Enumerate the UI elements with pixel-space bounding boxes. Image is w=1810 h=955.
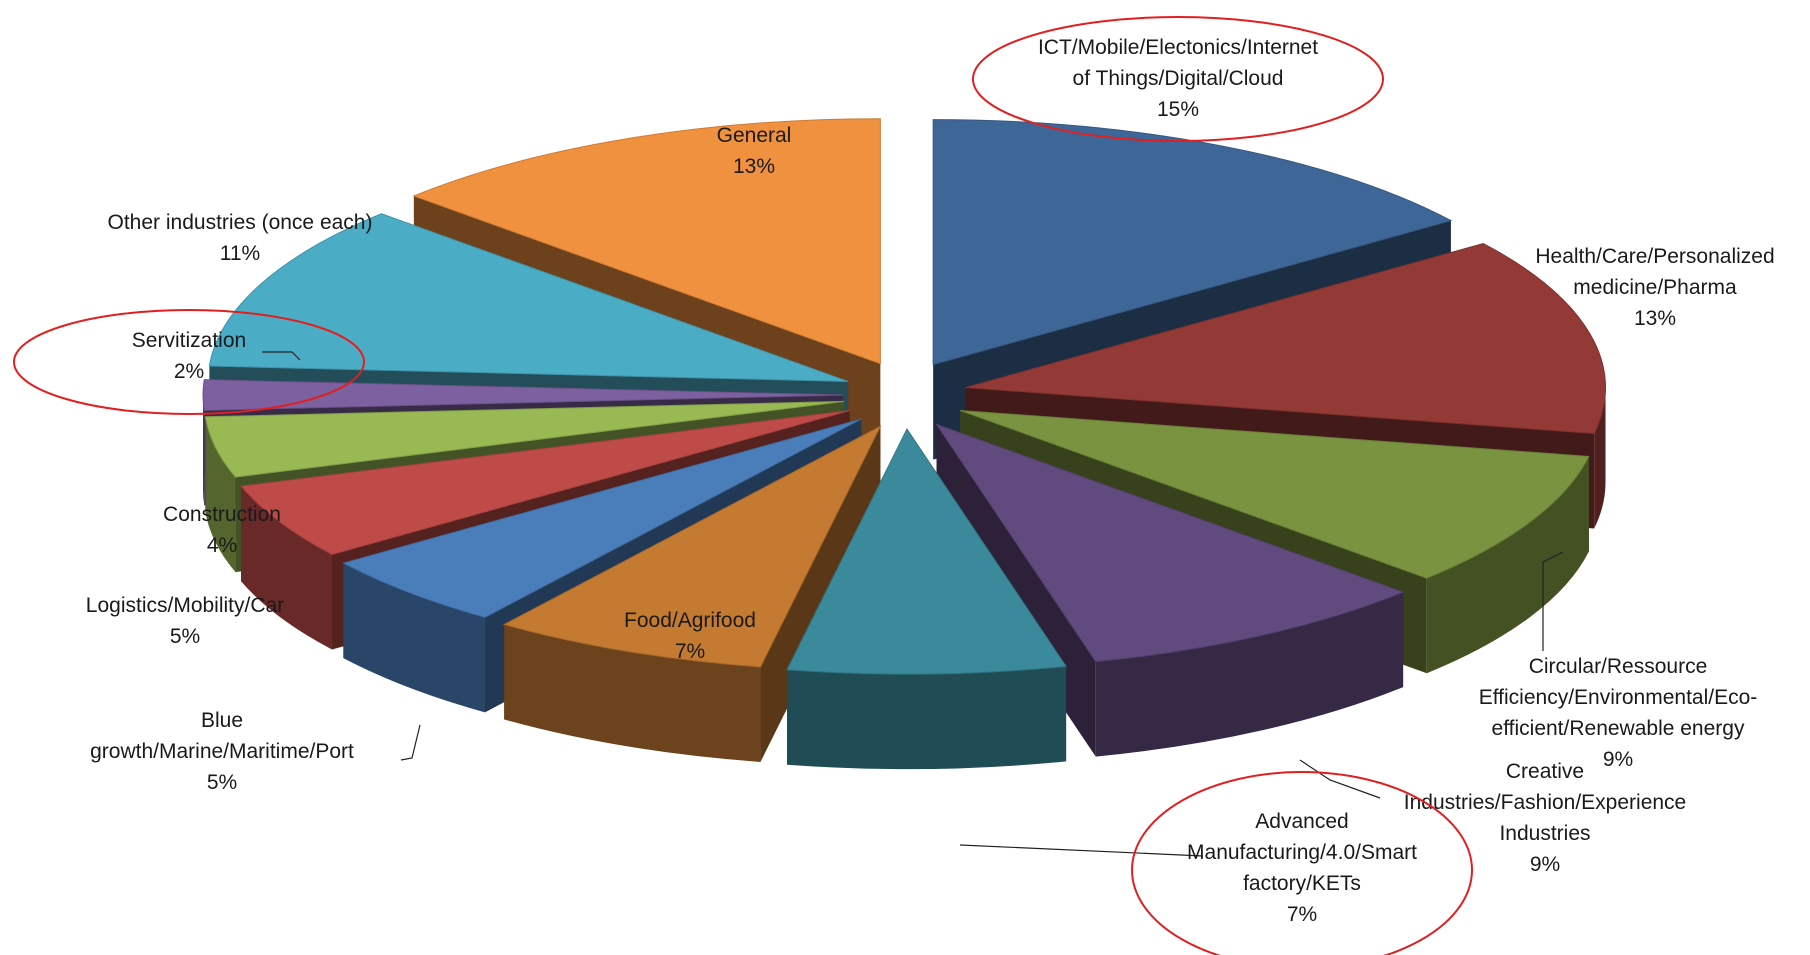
slice-outer-wall [203, 395, 205, 506]
slice-label: General 13% [717, 124, 792, 178]
pie-slice [202, 379, 844, 411]
slice-label-line: Industries [1499, 822, 1590, 845]
leader-line [262, 351, 301, 361]
slice-percent: 2% [174, 360, 204, 383]
pie-slice [412, 118, 881, 365]
slice-outer-wall [787, 666, 1067, 770]
pie-slice [935, 423, 1405, 663]
slice-label-line: Creative [1506, 760, 1584, 783]
slice-label-line: Construction [163, 503, 281, 526]
slice-label-line: growth/Marine/Maritime/Port [90, 740, 354, 763]
slice-outer-wall [1594, 387, 1606, 529]
slice-label-line: efficient/Renewable energy [1492, 717, 1745, 740]
slice-label-line: Food/Agrifood [624, 609, 756, 632]
slice-outer-wall [205, 416, 236, 573]
slice-percent: 5% [207, 771, 237, 794]
slice-percent: 4% [207, 534, 237, 557]
slice-label: Advanced Manufacturing/4.0/Smart factory/K… [1187, 810, 1417, 926]
slice-label: ICT/Mobile/Electonics/Internet of Things/… [1038, 36, 1318, 121]
pie-slice [786, 428, 1067, 675]
slice-label-line: ICT/Mobile/Electonics/Internet [1038, 36, 1318, 59]
slice-percent: 5% [170, 625, 200, 648]
slice-percent: 13% [733, 155, 775, 178]
slice-label-line: Efficiency/Environmental/Eco- [1479, 686, 1758, 709]
pie-slice [342, 418, 862, 618]
pie-slice [240, 409, 850, 556]
slice-label: Food/Agrifood 7% [624, 609, 756, 663]
slice-label-line: of Things/Digital/Cloud [1073, 67, 1284, 90]
slice-outer-wall [241, 486, 332, 650]
slice-percent: 9% [1603, 748, 1633, 771]
slice-outer-wall [504, 624, 761, 762]
pie-slice [204, 400, 845, 478]
slice-label: Construction 4% [163, 503, 281, 557]
highlight-ellipse [972, 16, 1384, 142]
highlight-ellipse [1131, 771, 1473, 955]
slice-label-line: Advanced [1255, 810, 1348, 833]
slice-label: Creative Industries/Fashion/Experience Ind… [1404, 760, 1687, 876]
slice-label-line: Blue [201, 709, 243, 732]
leader-line [400, 724, 421, 761]
slice-label: Logistics/Mobility/Car 5% [86, 594, 284, 648]
slice-percent: 7% [675, 640, 705, 663]
pie-slice [502, 425, 882, 668]
slice-label: Servitization 2% [132, 329, 246, 383]
pie-slice [932, 119, 1453, 366]
slice-label: Other industries (once each) 11% [108, 211, 373, 265]
slice-percent: 9% [1530, 853, 1560, 876]
pie-slice [960, 409, 1590, 579]
slice-label-line: Circular/Ressource [1529, 655, 1708, 678]
pie-slice [965, 243, 1606, 434]
slice-percent: 7% [1287, 903, 1317, 926]
slice-labels: ICT/Mobile/Electonics/Internet of Things/… [86, 36, 1775, 926]
slice-label: Health/Care/Personalized medicine/Pharma 1… [1535, 245, 1774, 330]
slice-outer-wall [343, 563, 485, 713]
slice-label-line: Other industries (once each) [108, 211, 373, 234]
leader-line [1542, 551, 1564, 651]
slice-percent: 15% [1157, 98, 1199, 121]
leader-line [959, 844, 1204, 857]
slice-label-line: Logistics/Mobility/Car [86, 594, 284, 617]
leader-lines [262, 351, 1564, 857]
slice-label-line: Health/Care/Personalized [1535, 245, 1774, 268]
highlight-ellipse [13, 309, 365, 415]
pie-slice [208, 213, 849, 382]
slice-label-line: factory/KETs [1243, 872, 1361, 895]
slice-percent: 11% [220, 242, 260, 265]
slice-outer-wall [1095, 592, 1404, 757]
slice-label-line: Servitization [132, 329, 246, 352]
slice-outer-wall [1426, 456, 1589, 674]
slice-tops [202, 118, 1606, 675]
slice-label-line: General [717, 124, 792, 147]
slice-label: Circular/Ressource Efficiency/Environment… [1479, 655, 1758, 771]
highlight-ellipses [13, 16, 1473, 955]
slice-label: Blue growth/Marine/Maritime/Port 5% [90, 709, 354, 794]
slice-percent: 13% [1634, 307, 1676, 330]
slice-label-line: medicine/Pharma [1573, 276, 1737, 299]
slice-label-line: Industries/Fashion/Experience [1404, 791, 1687, 814]
leader-line [1299, 759, 1381, 799]
slice-label-line: Manufacturing/4.0/Smart [1187, 841, 1417, 864]
